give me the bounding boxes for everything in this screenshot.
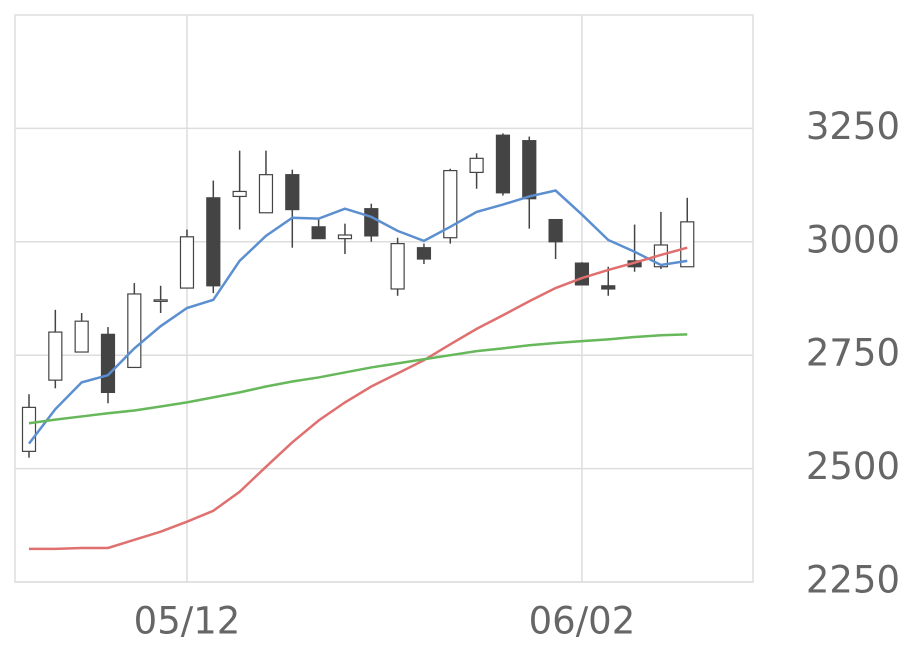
moving-average-line <box>28 333 688 425</box>
candle-body <box>232 190 247 198</box>
x-tick-label: 06/02 <box>529 600 636 643</box>
candle-body <box>469 157 484 173</box>
candle-body <box>548 218 563 243</box>
candle-body <box>364 208 379 237</box>
y-tick-label: 2750 <box>806 332 900 375</box>
candle-body <box>74 320 89 353</box>
candle-body <box>680 221 695 268</box>
candle-body <box>285 174 300 211</box>
candle-body <box>127 293 142 369</box>
moving-average-line <box>29 246 688 551</box>
candle-body <box>390 243 405 290</box>
candle-body <box>522 140 537 200</box>
candle-body <box>416 247 432 260</box>
candle-body <box>337 234 353 240</box>
candle-body <box>601 285 616 290</box>
candle-body <box>258 174 274 214</box>
candle-body <box>495 134 511 194</box>
candle-body <box>179 236 195 289</box>
candle-body <box>206 197 221 287</box>
candle-body <box>21 406 37 452</box>
candle-body <box>574 262 590 286</box>
candle-body <box>153 299 168 302</box>
y-tick-label: 2250 <box>806 559 900 602</box>
y-tick-label: 2500 <box>806 445 900 488</box>
moving-average-line <box>28 189 688 445</box>
candle-body <box>443 169 458 239</box>
plot-frame <box>14 14 754 583</box>
y-tick-label: 3000 <box>806 218 900 261</box>
candle-body <box>311 226 326 240</box>
y-tick-label: 3250 <box>806 105 900 148</box>
x-tick-label: 05/12 <box>134 600 241 643</box>
candle-body <box>100 333 116 393</box>
candle-body <box>48 331 63 381</box>
